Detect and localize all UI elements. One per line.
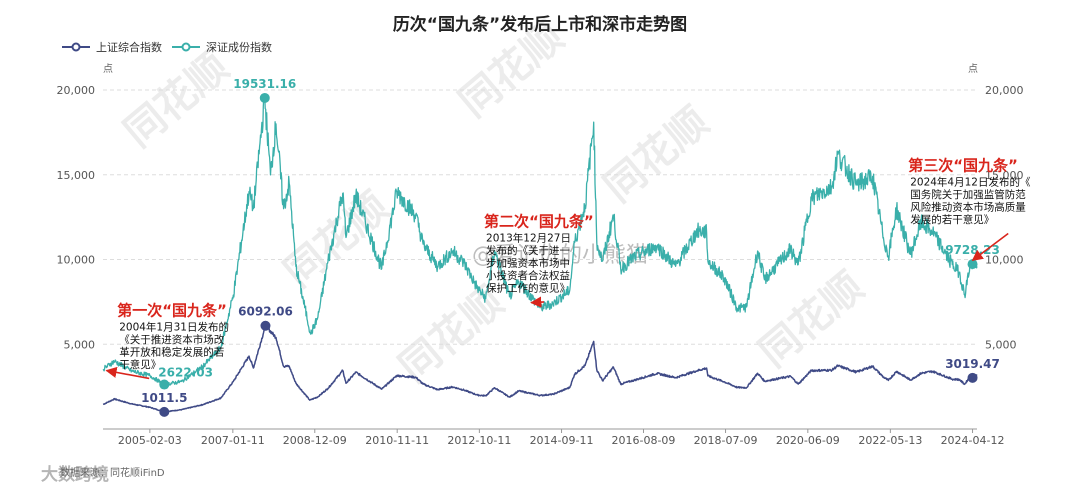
y-tick-label-right: 20,000 bbox=[985, 84, 1024, 97]
watermark-text: 同花顺 bbox=[116, 44, 237, 156]
data-point-marker[interactable] bbox=[260, 320, 271, 331]
y-tick-label-left: 10,000 bbox=[57, 254, 96, 267]
event-arrow bbox=[105, 366, 150, 380]
event-arrow bbox=[971, 232, 1009, 262]
watermark-text: 同花顺 bbox=[751, 264, 872, 376]
event-description-line: 国务院关于加强监管防范 bbox=[910, 188, 1026, 201]
event-description-line: 小投资者合法权益 bbox=[486, 269, 570, 282]
x-tick-label: 2020-06-09 bbox=[776, 434, 840, 447]
x-tick-label: 2022-05-13 bbox=[858, 434, 922, 447]
legend-item-shenzhen[interactable]: 深证成份指数 bbox=[172, 40, 272, 54]
legend-item-shanghai[interactable]: 上证综合指数 bbox=[62, 40, 162, 54]
data-point-marker[interactable] bbox=[159, 406, 170, 417]
data-label: 3019.47 bbox=[945, 357, 1000, 371]
x-tick-label: 2010-11-11 bbox=[365, 434, 429, 447]
event-arrow bbox=[530, 296, 545, 308]
event-description-line: 《关于推进资本市场改 bbox=[119, 333, 224, 346]
x-tick-label: 2008-12-09 bbox=[283, 434, 347, 447]
legend-label-shenzhen: 深证成份指数 bbox=[206, 40, 272, 54]
event-description-line: 步加强资本市场中 bbox=[486, 256, 570, 269]
x-tick-label: 2018-07-09 bbox=[694, 434, 758, 447]
x-tick-label: 2012-10-11 bbox=[447, 434, 511, 447]
x-tick-label: 2007-01-11 bbox=[201, 434, 265, 447]
series-line-shanghai bbox=[102, 324, 978, 413]
event-title: 第一次“国九条” bbox=[117, 301, 227, 319]
x-tick-label: 2014-09-11 bbox=[530, 434, 594, 447]
y-tick-label-left: 15,000 bbox=[57, 169, 96, 182]
event-description-line: 保护工作的意见》 bbox=[486, 281, 570, 294]
event-description-line: 2004年1月31日发布的 bbox=[119, 320, 229, 333]
event-description-line: 风险推动资本市场高质量 bbox=[910, 201, 1026, 214]
y-tick-label-right: 10,000 bbox=[985, 254, 1024, 267]
event-title: 第三次“国九条” bbox=[908, 157, 1018, 175]
y-axis-left: 5,000 10,000 15,000 20,000 bbox=[57, 84, 96, 351]
watermark-text: 同花顺 bbox=[596, 99, 717, 211]
y-unit-right: 点 bbox=[968, 63, 978, 75]
grid bbox=[103, 89, 977, 345]
data-point-marker[interactable] bbox=[259, 92, 270, 103]
data-label: 1011.5 bbox=[141, 391, 187, 405]
x-tick-label: 2024-04-12 bbox=[941, 434, 1005, 447]
y-unit-left: 点 bbox=[103, 63, 113, 75]
event-description-line: 2024年4月12日发布的《 bbox=[910, 176, 1031, 189]
event-annotations: 第一次“国九条”2004年1月31日发布的《关于推进资本市场改革开放和稳定发展的… bbox=[105, 157, 1031, 380]
y-tick-label-right: 15,000 bbox=[985, 169, 1024, 182]
x-tick-label: 2005-02-03 bbox=[118, 434, 182, 447]
data-label: 6092.06 bbox=[238, 305, 293, 319]
watermark-text: 同花顺 bbox=[391, 279, 512, 391]
event-description-line: 发布的《关于进一 bbox=[486, 244, 570, 257]
event-description-line: 2013年12月27日 bbox=[486, 231, 571, 244]
y-axis-right: 5,000 10,000 15,000 20,000 bbox=[985, 84, 1024, 351]
y-tick-label-left: 20,000 bbox=[57, 84, 96, 97]
event-description-line: 发展的若干意见》 bbox=[910, 213, 994, 226]
x-axis: 2005-02-03 2007-01-11 2008-12-09 2010-11-11… bbox=[103, 428, 1005, 447]
data-label: 19531.16 bbox=[233, 77, 296, 91]
data-point-marker[interactable] bbox=[967, 372, 978, 383]
y-tick-label-left: 5,000 bbox=[64, 338, 96, 351]
event-description-line: 革开放和稳定发展的若 bbox=[119, 345, 224, 358]
source-note: 数据来源：同花顺iFinD bbox=[60, 466, 165, 479]
chart-title: 历次“国九条”发布后上市和深市走势图 bbox=[393, 14, 687, 35]
legend: 上证综合指数 深证成份指数 bbox=[62, 40, 272, 54]
legend-label-shanghai: 上证综合指数 bbox=[96, 40, 162, 54]
event-description-line: 干意见》 bbox=[119, 358, 161, 371]
x-tick-label: 2016-08-09 bbox=[612, 434, 676, 447]
data-point-marker[interactable] bbox=[967, 259, 978, 270]
event-title: 第二次“国九条” bbox=[484, 212, 594, 230]
data-point-marker[interactable] bbox=[159, 379, 170, 390]
data-label: 2622.03 bbox=[158, 366, 213, 380]
y-tick-label-right: 5,000 bbox=[985, 338, 1017, 351]
watermark-brand: 大数跨境 bbox=[41, 464, 109, 485]
